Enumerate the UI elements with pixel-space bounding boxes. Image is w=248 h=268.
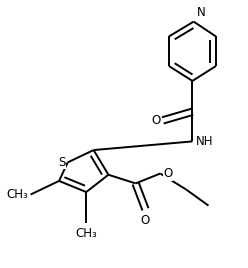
Text: S: S bbox=[58, 156, 65, 169]
Text: O: O bbox=[163, 167, 173, 180]
Text: CH₃: CH₃ bbox=[6, 188, 28, 201]
Text: CH₃: CH₃ bbox=[75, 227, 97, 240]
Text: NH: NH bbox=[195, 135, 213, 148]
Text: O: O bbox=[141, 214, 150, 227]
Text: N: N bbox=[197, 6, 205, 19]
Text: O: O bbox=[151, 114, 160, 127]
